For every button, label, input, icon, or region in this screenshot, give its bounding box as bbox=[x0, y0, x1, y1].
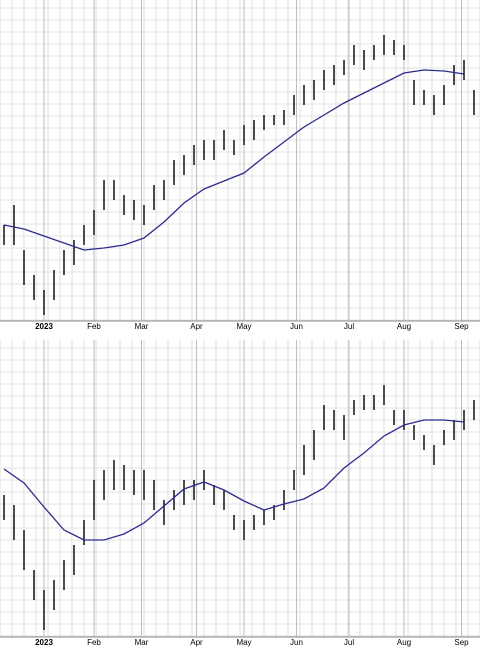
x-tick-label: 2023 bbox=[35, 322, 53, 331]
x-tick-label: Jun bbox=[290, 322, 303, 331]
x-tick-label: 2023 bbox=[35, 638, 53, 647]
x-tick-label: May bbox=[236, 638, 251, 647]
x-tick-label: Feb bbox=[87, 322, 101, 331]
x-tick-label: Sep bbox=[454, 322, 469, 331]
x-tick-label: Apr bbox=[190, 638, 203, 647]
x-tick-label: May bbox=[236, 322, 251, 331]
x-tick-label: Mar bbox=[135, 638, 149, 647]
x-tick-label: Aug bbox=[397, 322, 411, 331]
x-tick-label: Jul bbox=[344, 322, 354, 331]
x-tick-label: Mar bbox=[135, 322, 149, 331]
x-tick-label: Sep bbox=[454, 638, 469, 647]
x-tick-label: Feb bbox=[87, 638, 101, 647]
x-tick-label: Jul bbox=[344, 638, 354, 647]
moving-average bbox=[3, 419, 465, 541]
moving-average bbox=[3, 69, 465, 251]
x-tick-label: Jun bbox=[290, 638, 303, 647]
x-tick-label: Aug bbox=[397, 638, 411, 647]
x-tick-label: Apr bbox=[190, 322, 203, 331]
